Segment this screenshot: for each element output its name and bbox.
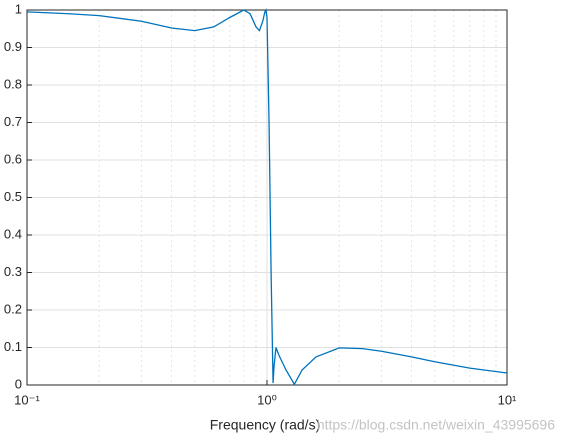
x-axis-label: Frequency (rad/s)	[210, 417, 320, 433]
y-tick-label: 0.6	[4, 151, 22, 166]
y-tick-label: 0.7	[4, 114, 22, 129]
line-series	[26, 8, 508, 386]
watermark: https://blog.csdn.net/weixin_43995696	[317, 417, 555, 433]
y-tick-label: 0.2	[4, 301, 22, 316]
y-tick-label: 1	[15, 1, 22, 16]
y-tick-label: 0.3	[4, 264, 22, 279]
x-tick-label: 10¹	[498, 392, 517, 407]
x-tick-label: 10⁰	[257, 392, 277, 407]
y-tick-label: 0	[15, 376, 22, 391]
y-tick-label: 0.1	[4, 339, 22, 354]
axes-box	[26, 9, 508, 386]
x-tick-label: 10⁻¹	[14, 392, 40, 407]
y-tick-label: 0.9	[4, 39, 22, 54]
y-tick-label: 0.8	[4, 76, 22, 91]
y-tick-label: 0.5	[4, 189, 22, 204]
y-tick-label: 0.4	[4, 226, 22, 241]
